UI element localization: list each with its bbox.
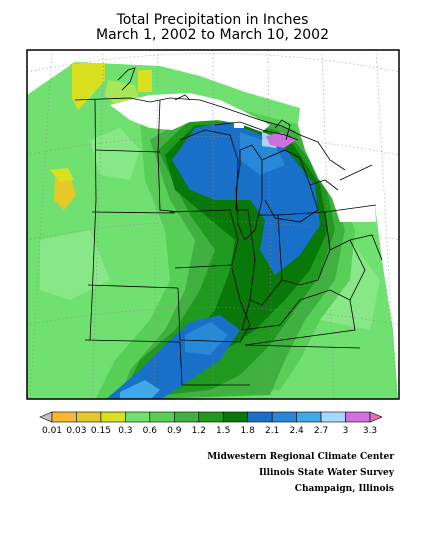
no-data-block [210,110,226,120]
legend-label: 2.1 [264,426,280,436]
legend-label: 1.8 [240,426,255,436]
legend-label: 2.7 [313,426,329,436]
legend-swatch [296,411,322,423]
legend-swatch [320,411,346,423]
legend-label: 3.3 [362,426,378,436]
legend-low-arrow [39,411,53,423]
credit-location: Champaign, Illinois [294,484,394,494]
state-borders [74,67,383,386]
band-2-1-north [172,122,320,275]
legend-swatch [345,411,371,423]
legend-swatch [198,411,224,423]
legend-high-arrow [369,411,383,423]
legend-label: 0.6 [142,426,158,436]
legend-swatch [222,411,248,423]
band-0-15-patch [50,168,74,182]
no-data-block [234,115,244,128]
legend-swatch [149,411,175,423]
legend-label: 0.03 [66,426,87,436]
credit-center: Midwestern Regional Climate Center [207,452,394,462]
band-2-7-patch [120,380,160,399]
map-frame [26,49,400,400]
map-subtitle: March 1, 2002 to March 10, 2002 [96,27,329,43]
band-0-03-patch [54,175,76,210]
legend-label: 0.01 [41,426,63,436]
band-2-4-patch [185,322,228,355]
legend-label: 3 [342,426,349,436]
band-0-15-patch [72,63,105,110]
legend-swatch [174,411,200,423]
color-legend [39,411,383,423]
legend-swatch [76,411,102,423]
legend-label: 0.9 [167,426,182,436]
legend-swatch [125,411,151,423]
legend-swatch [271,411,297,423]
band-0-15-patch [138,70,152,92]
legend-swatch [51,411,77,423]
legend-swatch [247,411,273,423]
legend-label: 1.5 [216,426,231,436]
graticule [27,50,399,399]
legend-label: 1.2 [191,426,206,436]
lake-michigan [235,144,263,241]
map-title: Total Precipitation in Inches [116,12,309,28]
credit-survey: Illinois State Water Survey [258,468,394,478]
band-2-4-patch [240,132,285,175]
lake-superior [110,93,270,132]
legend-swatch [100,411,126,423]
legend-label: 2.4 [289,426,304,436]
legend-label: 0.3 [118,426,133,436]
light-green-patch [90,128,140,180]
legend-label: 0.15 [90,426,111,436]
